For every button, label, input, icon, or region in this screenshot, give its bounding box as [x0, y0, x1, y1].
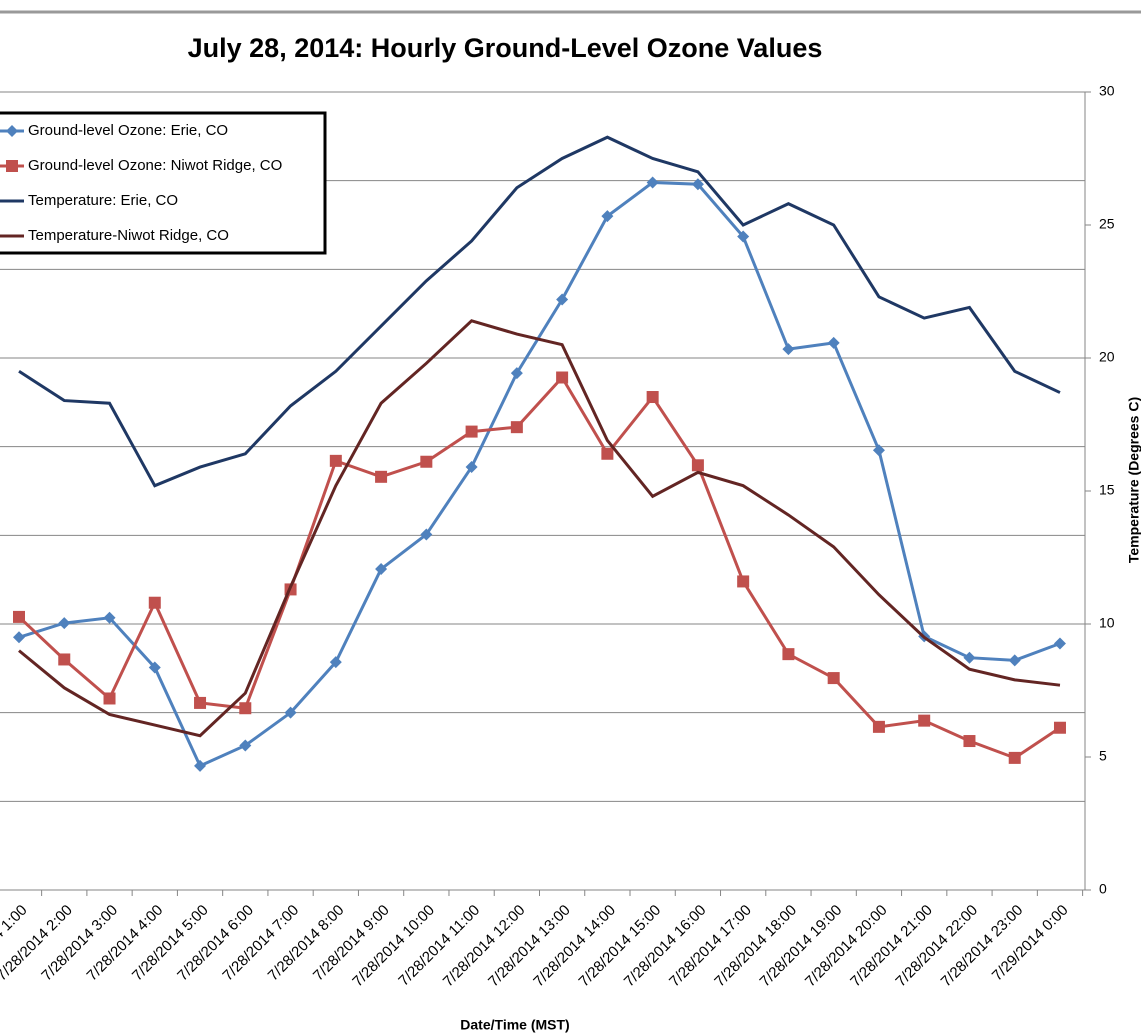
x-tick-label: 7/28/2014 18:00: [711, 902, 800, 991]
x-tick-label: 7/28/2014 11:00: [395, 902, 483, 990]
data-point: [510, 421, 523, 434]
data-point: [782, 343, 795, 356]
data-point: [1008, 751, 1021, 764]
data-point: [737, 230, 750, 243]
y2-axis-label: Temperature (Degrees C): [1126, 397, 1141, 563]
data-point: [510, 367, 523, 380]
x-tick-label: 7/28/2014 20:00: [802, 902, 891, 991]
data-point: [13, 631, 25, 644]
y2-tick-label: 30: [1099, 83, 1115, 99]
legend-label: Ground-level Ozone: Erie, CO: [28, 122, 228, 139]
data-point: [420, 528, 433, 541]
y2-tick-label: 0: [1099, 881, 1107, 897]
data-point: [329, 454, 342, 467]
data-point: [420, 455, 433, 468]
legend-marker: [6, 160, 18, 172]
x-tick-label: 7/28/2014 15:00: [576, 902, 665, 991]
data-point: [239, 702, 252, 715]
legend-label: Temperature: Erie, CO: [28, 192, 178, 209]
data-point: [375, 470, 388, 483]
data-point: [872, 444, 885, 457]
x-tick-label: 7/28/2014 21:00: [847, 902, 936, 991]
data-point: [556, 293, 569, 306]
legend: Ground-level Ozone: Erie, CO Ground-level…: [0, 111, 327, 255]
legend-label: Ground-level Ozone: Niwot Ridge, CO: [28, 157, 282, 174]
data-point: [103, 692, 116, 705]
data-point: [782, 648, 795, 661]
data-point: [58, 653, 71, 666]
data-point: [737, 575, 750, 588]
data-point: [918, 714, 931, 727]
data-point: [1008, 654, 1021, 667]
legend-label: Temperature-Niwot Ridge, CO: [28, 227, 229, 244]
data-point: [1053, 721, 1066, 734]
x-tick-label: 7/28/2014 12:00: [440, 902, 529, 991]
data-point: [148, 596, 161, 609]
series-line: [17, 374, 1061, 760]
data-point: [13, 610, 25, 623]
data-point: [329, 656, 342, 669]
data-point: [691, 178, 704, 191]
data-point: [963, 651, 976, 664]
data-point: [691, 459, 704, 472]
series-line: [18, 135, 1061, 488]
data-point: [58, 617, 71, 630]
x-tick-label: 7/28/2014 13:00: [485, 902, 574, 991]
x-axis-label: Date/Time (MST): [460, 1017, 569, 1033]
x-tick-label: 7/28/2014 23:00: [938, 902, 1027, 991]
data-point: [827, 672, 840, 685]
data-point: [963, 735, 976, 748]
data-point: [872, 720, 885, 733]
data-point: [1053, 637, 1066, 650]
data-point: [375, 563, 388, 576]
legend-marker: [6, 125, 18, 137]
chart-title: July 28, 2014: Hourly Ground-Level Ozone…: [188, 33, 823, 63]
x-tick-label: 7/28/2014 10:00: [349, 902, 438, 991]
x-tick-label: 7/28/2014 14:00: [530, 902, 619, 991]
x-tick-label: 7/28/2014 16:00: [621, 902, 710, 991]
y2-tick-label: 5: [1099, 748, 1107, 764]
data-point: [194, 759, 207, 772]
series-line: [18, 319, 1061, 738]
x-tick-label: 7/28/2014 19:00: [757, 902, 846, 991]
y2-tick-label: 25: [1099, 216, 1115, 232]
data-point: [239, 739, 252, 752]
y2-tick-label: 15: [1099, 482, 1115, 498]
data-point: [556, 371, 569, 384]
legend-box: [0, 111, 327, 255]
data-point: [103, 611, 116, 624]
data-point: [601, 447, 614, 460]
data-point: [465, 425, 478, 438]
data-point: [284, 706, 297, 719]
x-tick-label: 7/28/2014 17:00: [666, 902, 755, 991]
data-point: [194, 696, 207, 709]
data-point: [646, 176, 659, 189]
x-tick-label: 7/28/2014 22:00: [892, 902, 981, 991]
data-point: [465, 461, 478, 474]
data-point: [827, 336, 840, 349]
y2-tick-label: 20: [1099, 349, 1115, 365]
data-point: [646, 391, 659, 404]
data-point: [148, 661, 161, 674]
data-point: [601, 210, 614, 223]
y2-tick-label: 10: [1099, 615, 1115, 631]
series-line: [18, 180, 1061, 768]
